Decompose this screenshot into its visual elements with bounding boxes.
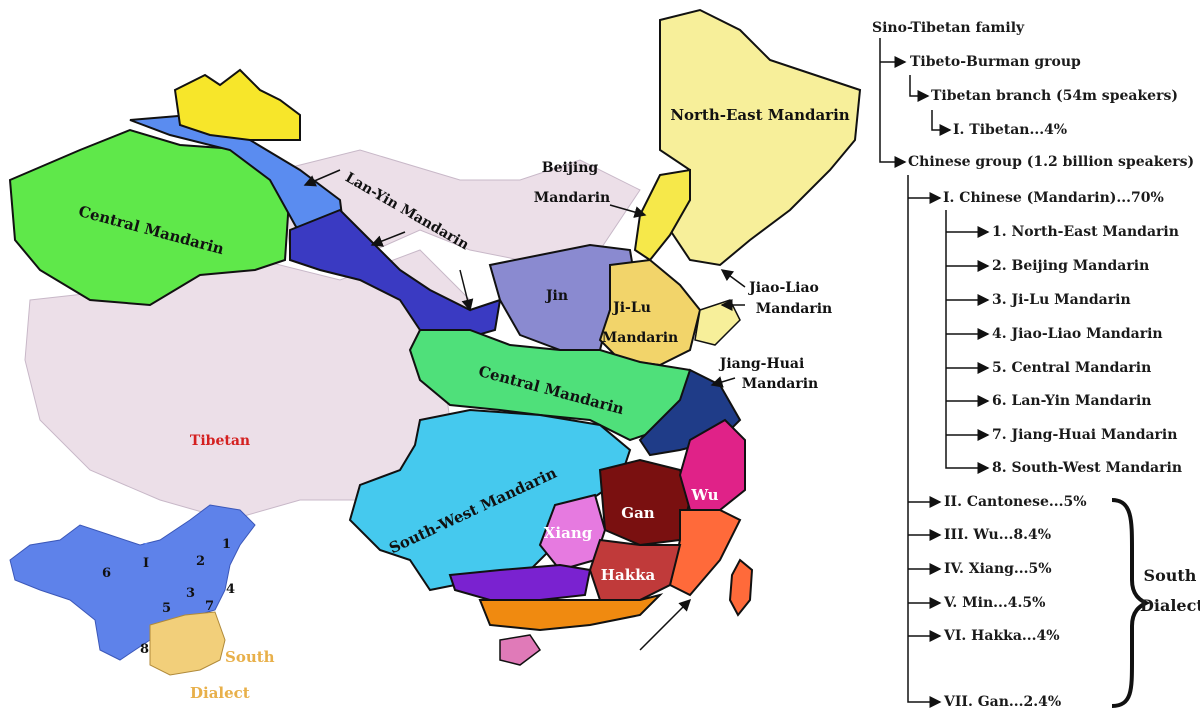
tree-mandarin: I. Chinese (Mandarin)...70% <box>943 190 1164 206</box>
label-hakka: Hakka <box>601 566 656 584</box>
inset-n8: 8 <box>140 642 149 657</box>
arrow-beijing <box>609 204 647 218</box>
label-ji-lu-1: Ji-Lu <box>611 300 651 316</box>
label-jiao-liao-2: Mandarin <box>756 301 832 317</box>
label-xiang: Xiang <box>544 524 593 542</box>
tree-sub-1: 1. North-East Mandarin <box>992 224 1179 240</box>
label-jiao-liao-1: Jiao-Liao <box>747 280 819 296</box>
region-beijing-mandarin <box>633 168 691 262</box>
region-gan <box>598 458 692 547</box>
tree-min: V. Min...4.5% <box>944 595 1046 611</box>
brace-label-south: South <box>1143 566 1197 585</box>
china-dialect-map: North-East Mandarin Beijing Mandarin Lan… <box>8 8 862 702</box>
label-jiang-huai-2: Mandarin <box>742 376 818 392</box>
tree-sub-7: 7. Jiang-Huai Mandarin <box>992 427 1178 443</box>
tree-tibetan: I. Tibetan...4% <box>953 122 1068 138</box>
region-min <box>668 509 742 597</box>
tree-tibeto-burman: Tibeto-Burman group <box>910 54 1081 70</box>
arrow-lan-yin-2 <box>370 231 406 247</box>
label-jin: Jin <box>544 288 568 304</box>
inset-n5: 5 <box>162 601 171 616</box>
tree-cantonese: II. Cantonese...5% <box>944 494 1087 510</box>
arrow-jiang-huai <box>710 376 736 388</box>
label-north-east-mandarin: North-East Mandarin <box>670 106 849 124</box>
inset-n7: 7 <box>205 599 214 614</box>
arrow-south <box>639 598 692 651</box>
tree-hakka: VI. Hakka...4% <box>944 628 1060 644</box>
label-beijing-mandarin-1: Beijing <box>542 160 599 176</box>
arrow-lan-yin-3 <box>459 269 474 312</box>
inset-map: Mandarin 1 I 6 2 4 3 5 7 8 South Dialect <box>9 504 275 702</box>
tree-chinese-group: Chinese group (1.2 billion speakers) <box>908 154 1195 170</box>
tree-sub-3: 3. Ji-Lu Mandarin <box>992 292 1131 308</box>
inset-mandarin: Mandarin <box>98 540 186 559</box>
region-ji-lu-mandarin <box>598 258 702 367</box>
label-tibetan: Tibetan <box>190 433 250 449</box>
tree-sub-2: 2. Beijing Mandarin <box>992 258 1150 274</box>
label-gan: Gan <box>621 504 655 522</box>
tree-sub-8: 8. South-West Mandarin <box>992 460 1182 476</box>
tree-sub-6: 6. Lan-Yin Mandarin <box>992 393 1152 409</box>
inset-n4: 4 <box>226 582 235 597</box>
inset-south: South <box>225 648 275 666</box>
label-jiang-huai-1: Jiang-Huai <box>718 356 805 372</box>
inset-nI: I <box>143 556 149 571</box>
region-hakka <box>588 538 682 601</box>
inset-n2: 2 <box>196 554 205 569</box>
arrow-lan-yin-1 <box>303 169 341 187</box>
tree-wu: III. Wu...8.4% <box>944 527 1052 543</box>
brace-label-dialect: Dialect <box>1140 596 1200 615</box>
inset-dialect: Dialect <box>190 684 250 702</box>
arrow-jiao-liao-1 <box>720 269 746 288</box>
tree-sub-4: 4. Jiao-Liao Mandarin <box>992 326 1163 342</box>
tree-xiang: IV. Xiang...5% <box>944 561 1052 577</box>
region-wu <box>678 418 746 511</box>
inset-n3: 3 <box>186 586 195 601</box>
label-wu: Wu <box>690 486 718 504</box>
inset-n1: 1 <box>222 537 231 552</box>
region-central-mandarin-west <box>8 128 292 307</box>
tree-sub-5: 5. Central Mandarin <box>992 360 1152 376</box>
region-purple <box>448 563 592 601</box>
inset-n6: 6 <box>102 566 111 581</box>
tree-root: Sino-Tibetan family <box>872 20 1025 36</box>
region-hainan <box>499 634 542 666</box>
region-cantonese <box>478 593 664 632</box>
tree-gan: VII. Gan...2.4% <box>944 694 1062 710</box>
region-yellow-nw <box>173 68 301 141</box>
tree-tibetan-branch: Tibetan branch (54m speakers) <box>931 88 1178 104</box>
region-north-east-mandarin <box>659 8 862 267</box>
region-taiwan <box>728 558 754 617</box>
label-beijing-mandarin-2: Mandarin <box>534 190 610 206</box>
region-lan-yin <box>289 208 502 342</box>
label-ji-lu-2: Mandarin <box>602 330 678 346</box>
